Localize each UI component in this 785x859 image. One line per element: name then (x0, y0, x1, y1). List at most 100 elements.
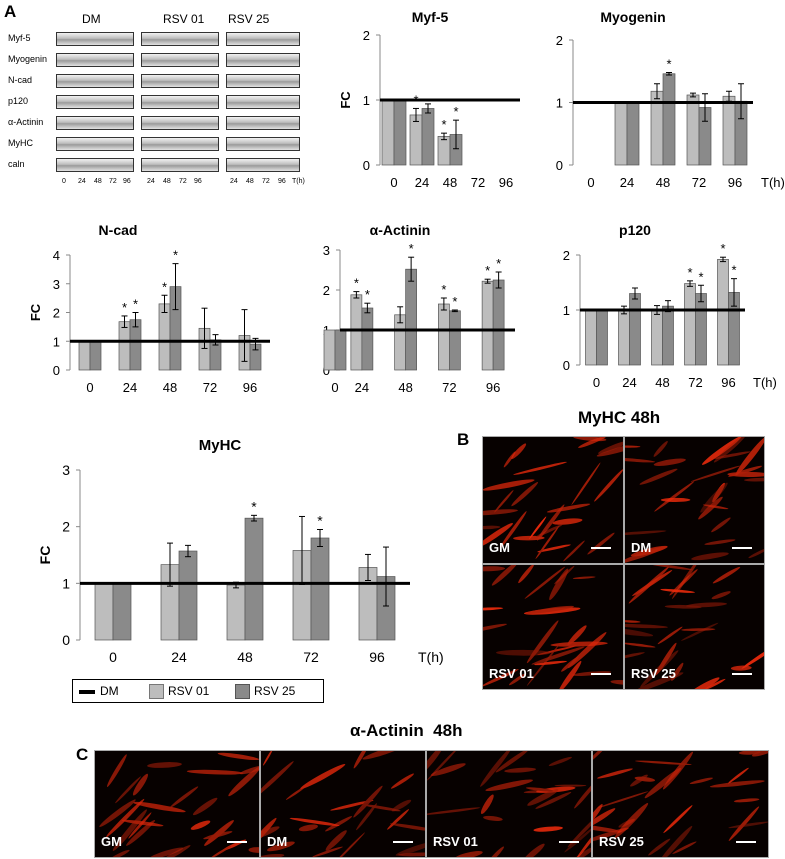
x-tick-label: 0 (86, 380, 93, 395)
fiber-shape (634, 760, 692, 765)
fiber-shape (356, 803, 378, 831)
fiber-shape (690, 465, 741, 482)
y-tick-label: 1 (556, 96, 563, 111)
fiber-shape (630, 774, 648, 787)
panel-letter-a: A (4, 2, 17, 21)
blot-band-row (56, 53, 134, 67)
x-tick-label: 72 (471, 175, 485, 190)
x-tick-label: 48 (163, 380, 177, 395)
bar-rsv01 (438, 303, 450, 371)
fiber-shape (728, 806, 760, 841)
fiber-shape (503, 451, 516, 468)
scale-bar (732, 673, 752, 675)
fiber-shape (628, 566, 669, 604)
fiber-shape (267, 841, 295, 852)
x-tick-label: 48 (656, 175, 670, 190)
fiber-shape (561, 656, 579, 672)
blot-band-row (226, 74, 300, 88)
blot-band-row (226, 53, 300, 67)
x-tick-label: 0 (587, 175, 594, 190)
significance-star: * (731, 263, 736, 278)
fiber-shape (610, 679, 623, 685)
blot-label-5: MyHC (8, 138, 33, 148)
x-tick-label: 24 (171, 649, 187, 665)
fiber-shape (126, 820, 156, 846)
blot-band-row (141, 158, 219, 172)
fiber-shape (744, 477, 764, 482)
bar-rsv01 (94, 582, 114, 641)
blot-label-4: α-Actinin (8, 117, 44, 127)
y-tick-label: 1 (62, 575, 70, 591)
micrograph-c-dm: DM (260, 750, 426, 858)
fiber-shape (483, 669, 519, 687)
micrograph-b-rsv25: RSV 25 (624, 564, 765, 690)
legend-item-rsv01: RSV 01 (149, 684, 209, 700)
y-tick-label: 0 (323, 363, 330, 378)
fiber-shape (625, 652, 645, 660)
fiber-shape (480, 794, 494, 815)
fiber-shape (526, 644, 560, 686)
x-tick-label: 24 (415, 175, 429, 190)
significance-star: * (453, 104, 458, 119)
fiber-shape (170, 786, 199, 808)
fiber-shape (112, 809, 147, 851)
fiber-shape (702, 437, 742, 465)
fiber-shape (511, 443, 527, 460)
bar-rsv25 (492, 279, 505, 371)
fiber-shape (105, 798, 145, 838)
fiber-shape (483, 479, 535, 491)
blot-band-row (56, 158, 134, 172)
blot-band-row (141, 32, 219, 46)
fiber-shape (491, 565, 519, 586)
fiber-shape (593, 751, 611, 766)
x-axis-label: T(h) (753, 375, 777, 390)
fiber-shape (596, 441, 623, 457)
fiber-shape (647, 565, 694, 571)
micrograph-c-title: α-Actinin 48h (350, 721, 463, 740)
fiber-shape (427, 751, 444, 774)
y-tick-label: 3 (323, 243, 330, 258)
x-tick-label: 0 (331, 380, 338, 395)
blot-band-row (56, 95, 134, 109)
y-tick-label: 2 (323, 283, 330, 298)
legend-label-rsv25: RSV 25 (254, 684, 296, 698)
bar-rsv01 (481, 280, 494, 371)
scale-bar (393, 841, 413, 843)
blot-band-row (56, 116, 134, 130)
fiber-shape (625, 530, 667, 536)
fiber-shape (390, 773, 414, 789)
y-tick-label: 2 (556, 33, 563, 48)
x-tick-label: 48 (443, 175, 457, 190)
fiber-shape (751, 751, 768, 757)
fiber-shape (567, 625, 587, 646)
fiber-shape (711, 517, 731, 533)
fiber-shape (625, 626, 654, 637)
y-tick-label: 0 (563, 358, 570, 373)
fiber-shape (660, 497, 691, 502)
fiber-shape (525, 605, 575, 614)
chart-title: MyHC (199, 437, 242, 454)
blot-time-tick: 96 (278, 178, 286, 185)
micrograph-b-gm: GM (482, 436, 624, 564)
y-tick-label: 1 (53, 334, 60, 349)
bar-rsv01 (118, 321, 131, 371)
chart-legend: DM RSV 01 RSV 25 (72, 679, 324, 703)
bar-rsv01 (686, 94, 700, 166)
legend-label-dm: DM (100, 684, 119, 698)
blot-band-row (226, 116, 300, 130)
bar-rsv25 (405, 268, 417, 371)
fiber-shape (483, 525, 501, 530)
fiber-shape (527, 789, 559, 806)
bar-rsv25 (89, 340, 102, 371)
scale-bar (732, 547, 752, 549)
bar-rsv01 (409, 114, 423, 166)
fiber-shape (325, 816, 353, 832)
fiber-shape (597, 768, 633, 779)
fiber-shape (597, 791, 649, 808)
blot-group-rsv25: RSV 25 (228, 12, 270, 26)
micrograph-b-dm-label: DM (631, 540, 652, 555)
fiber-shape (106, 754, 127, 787)
fiber-shape (685, 602, 728, 608)
y-axis-label: FC (338, 91, 353, 109)
fiber-shape (362, 751, 408, 760)
